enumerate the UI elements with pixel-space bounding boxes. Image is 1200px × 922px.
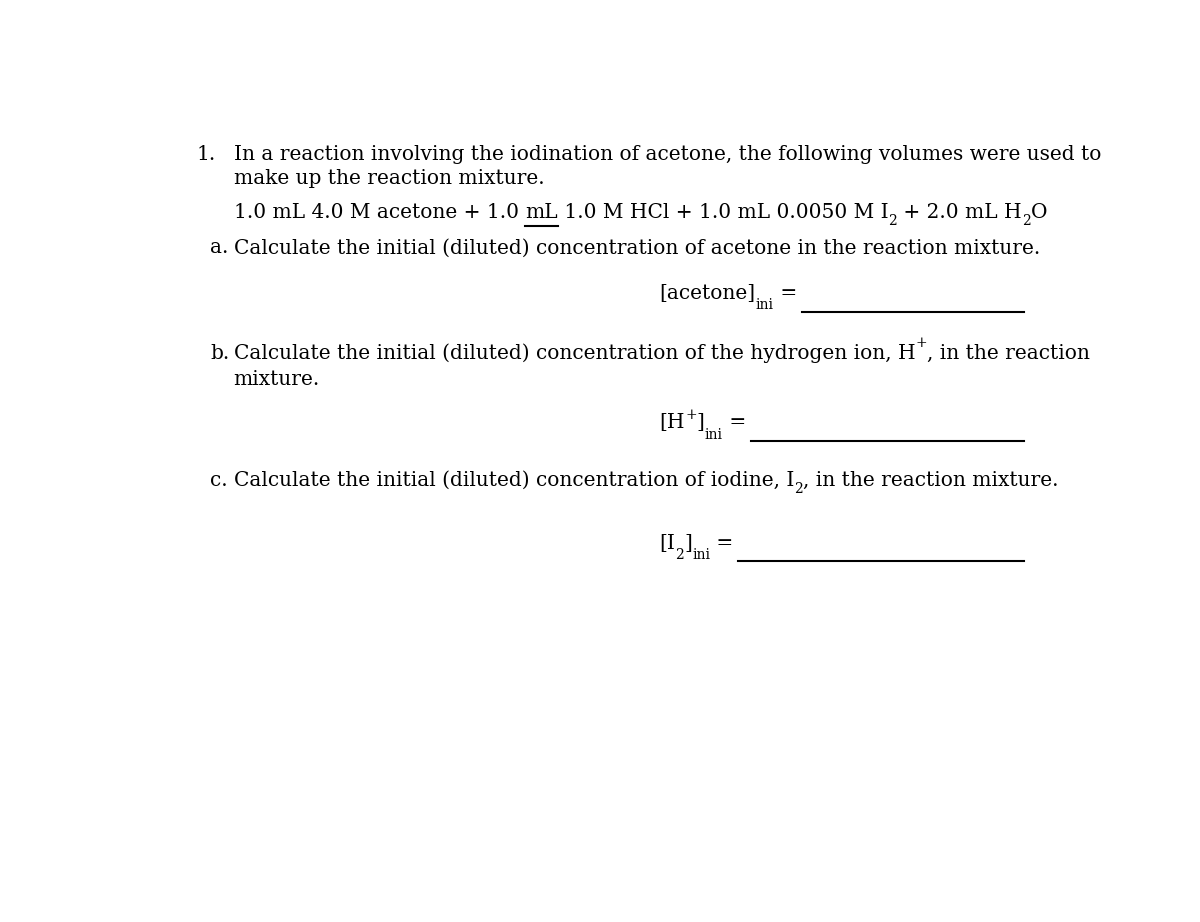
Text: + 2.0 mL H: + 2.0 mL H [898, 203, 1021, 222]
Text: 1.0 M HCl + 1.0 mL 0.0050 M I: 1.0 M HCl + 1.0 mL 0.0050 M I [558, 203, 888, 222]
Text: [H: [H [660, 413, 685, 432]
Text: Calculate the initial (diluted) concentration of the hydrogen ion, H: Calculate the initial (diluted) concentr… [234, 344, 916, 363]
Text: In a reaction involving the iodination of acetone, the following volumes were us: In a reaction involving the iodination o… [234, 145, 1102, 164]
Text: =: = [722, 413, 746, 432]
Text: [acetone]: [acetone] [660, 284, 756, 302]
Text: 1.0 mL 4.0 M acetone + 1.0: 1.0 mL 4.0 M acetone + 1.0 [234, 203, 526, 222]
Text: , in the reaction mixture.: , in the reaction mixture. [803, 470, 1058, 490]
Text: ]: ] [697, 413, 704, 432]
Text: a.: a. [210, 239, 229, 257]
Text: O: O [1031, 203, 1046, 222]
Text: c.: c. [210, 470, 228, 490]
Text: =: = [710, 534, 733, 552]
Text: Calculate the initial (diluted) concentration of acetone in the reaction mixture: Calculate the initial (diluted) concentr… [234, 239, 1040, 257]
Text: 2: 2 [888, 214, 898, 229]
Text: make up the reaction mixture.: make up the reaction mixture. [234, 169, 545, 188]
Text: ini: ini [756, 299, 774, 313]
Text: mixture.: mixture. [234, 370, 320, 389]
Text: 2: 2 [1021, 214, 1031, 229]
Text: 2: 2 [794, 482, 803, 496]
Text: [I: [I [660, 534, 676, 552]
Text: ]: ] [684, 534, 692, 552]
Text: ini: ini [692, 549, 710, 562]
Text: 2: 2 [676, 549, 684, 562]
Text: Calculate the initial (diluted) concentration of iodine, I: Calculate the initial (diluted) concentr… [234, 470, 794, 490]
Text: +: + [685, 408, 697, 422]
Text: +: + [916, 337, 926, 350]
Text: , in the reaction: , in the reaction [926, 344, 1090, 362]
Text: 1.: 1. [197, 145, 216, 164]
Text: =: = [774, 284, 797, 302]
Text: ini: ini [704, 428, 722, 442]
Text: mL: mL [526, 203, 558, 222]
Text: b.: b. [210, 344, 229, 362]
